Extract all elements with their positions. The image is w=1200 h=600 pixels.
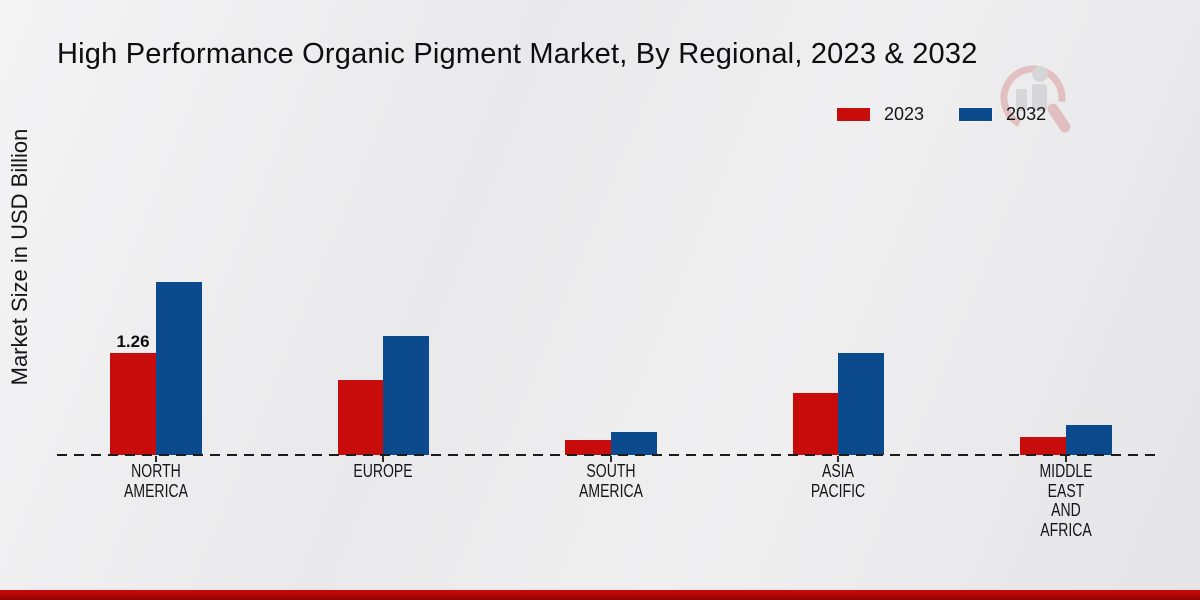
market-research-future-logo-watermark-icon: [1000, 65, 1071, 133]
legend-label-2023: 2023: [884, 104, 925, 124]
x-axis-label-middle-east-and-africa: MIDDLE EAST AND AFRICA: [1039, 461, 1093, 540]
value-label-2023-north-america: 1.26: [116, 332, 150, 351]
axis-tick-north-america: [155, 456, 157, 462]
bar-2032-south-america: [611, 432, 657, 455]
bar-2023-south-america: [565, 440, 611, 455]
bar-2023-europe: [338, 380, 384, 455]
axis-tick-south-america: [610, 456, 612, 462]
x-axis-label-north-america: NORTH AMERICA: [124, 461, 188, 501]
x-axis-label-europe: EUROPE: [353, 461, 413, 481]
axis-tick-europe: [382, 456, 384, 462]
bar-2023-north-america: [110, 353, 156, 455]
chart-title: High Performance Organic Pigment Market,…: [57, 38, 978, 70]
bar-2032-asia-pacific: [838, 353, 884, 455]
legend-label-2032: 2032: [1006, 104, 1047, 124]
legend-swatch-2023: [837, 108, 870, 121]
bar-2023-asia-pacific: [793, 393, 839, 455]
axis-tick-middle-east-and-africa: [1065, 456, 1067, 462]
legend: 2023 2032: [837, 104, 1046, 125]
bar-2032-middle-east-and-africa: [1066, 425, 1112, 455]
x-axis-label-asia-pacific: ASIA PACIFIC: [810, 461, 866, 501]
legend-item-2023: 2023: [837, 104, 924, 125]
x-axis-baseline: [57, 454, 1160, 456]
axis-tick-asia-pacific: [837, 456, 839, 462]
x-axis-label-south-america: SOUTH AMERICA: [579, 461, 643, 501]
bar-2032-europe: [383, 336, 429, 455]
legend-item-2032: 2032: [959, 104, 1046, 125]
bottom-accent-bar: [0, 590, 1200, 600]
bar-2032-north-america: [156, 282, 202, 455]
bar-2023-middle-east-and-africa: [1020, 437, 1066, 455]
legend-swatch-2032: [959, 108, 993, 121]
